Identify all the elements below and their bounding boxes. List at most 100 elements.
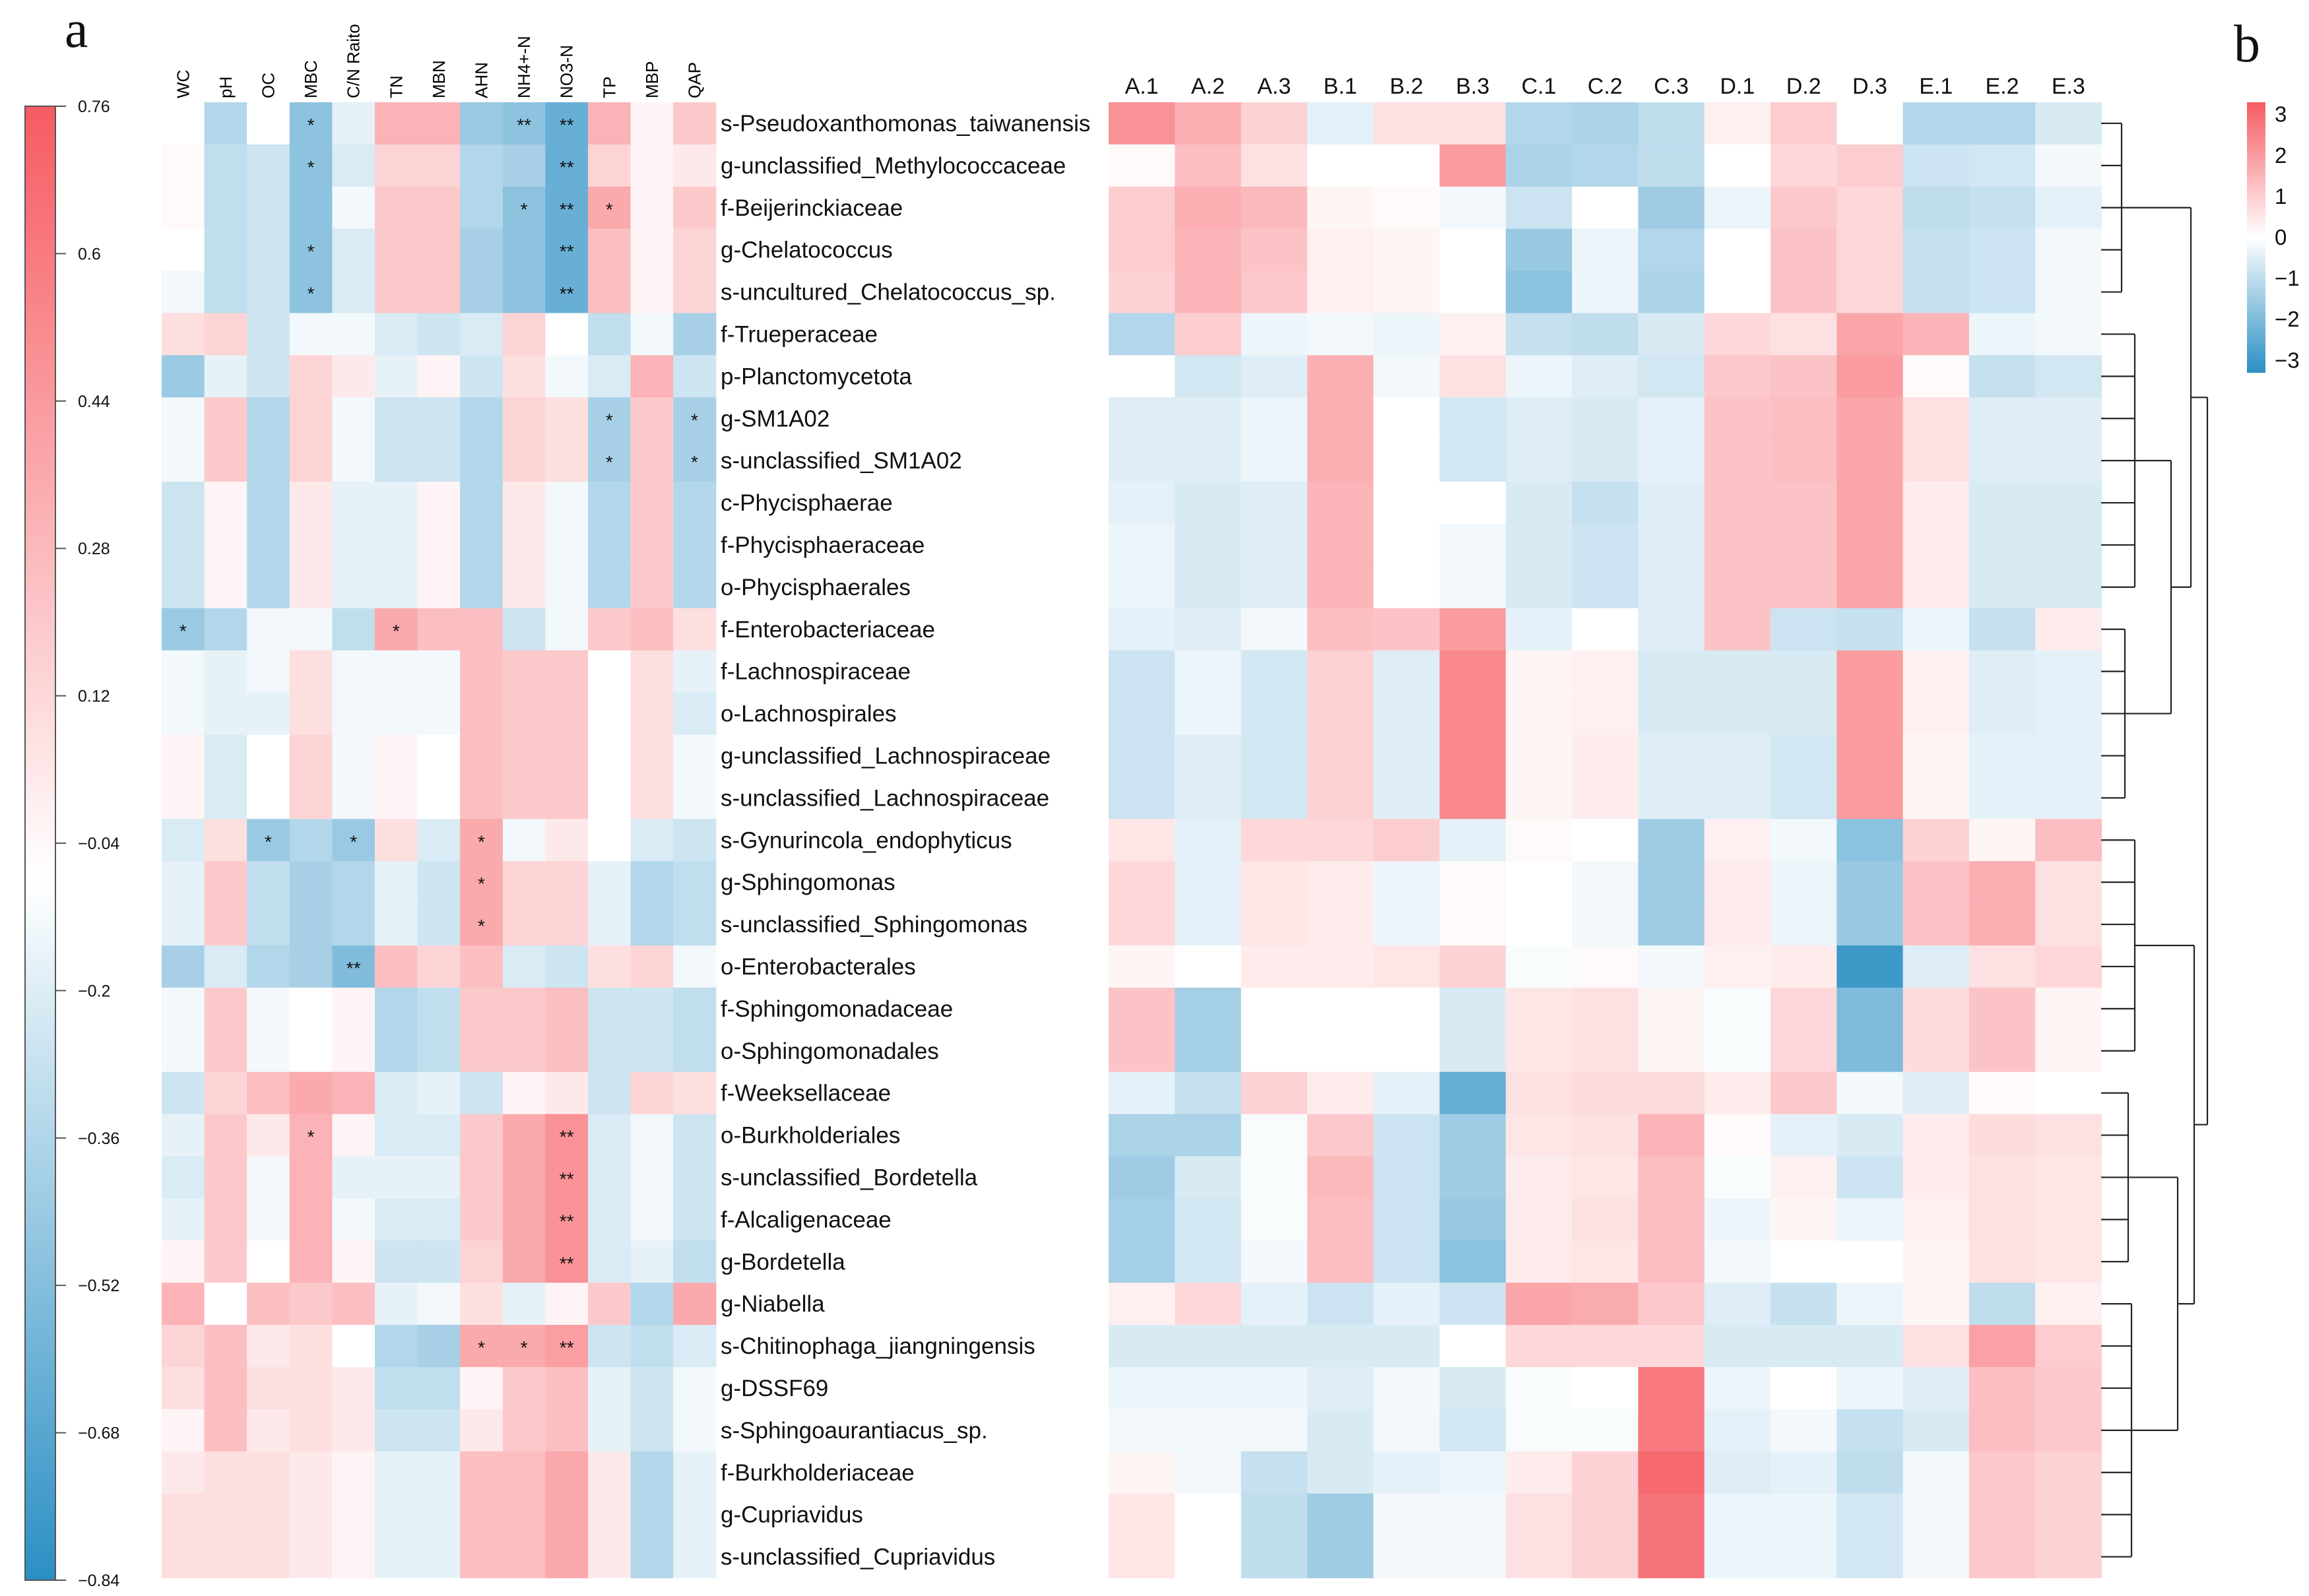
heatmap-a-cell xyxy=(332,397,375,440)
heatmap-a-cell xyxy=(289,565,333,609)
heatmap-a-cell xyxy=(502,355,546,398)
heatmap-a-cell xyxy=(332,144,375,187)
heatmap-b-cell xyxy=(1902,1535,1970,1579)
heatmap-a-cell xyxy=(162,903,205,946)
heatmap-a-cell xyxy=(673,1156,717,1199)
heatmap-b-cell xyxy=(1837,228,1904,272)
heatmap-a-cell xyxy=(588,987,632,1031)
significance-mark: ** xyxy=(560,1168,574,1189)
heatmap-b-cell xyxy=(1175,397,1242,440)
heatmap-b-cell xyxy=(1175,777,1242,819)
row-label: s-Sphingoaurantiacus_sp. xyxy=(721,1418,988,1444)
heatmap-a-cell xyxy=(417,186,461,230)
heatmap-b-cell xyxy=(1505,1409,1573,1452)
heatmap-b-cell xyxy=(1902,1198,1970,1241)
heatmap-b-cell xyxy=(1109,1198,1175,1241)
heatmap-b-cell xyxy=(1109,1451,1175,1494)
heatmap-a-cell xyxy=(502,819,546,862)
heatmap-a-cell xyxy=(162,777,205,819)
heatmap-b-cell xyxy=(1439,313,1507,356)
heatmap-b-cell xyxy=(1704,1283,1771,1325)
heatmap-a-cell xyxy=(204,1156,247,1199)
heatmap-b-cell xyxy=(1968,397,2036,440)
heatmap-b-cell xyxy=(1968,271,2036,314)
heatmap-a-cell xyxy=(417,1156,461,1199)
heatmap-a-cell xyxy=(162,1283,205,1325)
heatmap-b-cell xyxy=(1109,1493,1175,1537)
heatmap-b: A.1 A.2 A.3 B.1 B.2 B.3 C.1 C.2 C.3 D.1 D.2 D.3 E.1 E… xyxy=(1109,74,2102,1579)
heatmap-b-cell xyxy=(1241,397,1308,440)
heatmap-a-cell xyxy=(545,1071,589,1115)
heatmap-a-cell xyxy=(375,945,418,988)
column-label-b: C.1 xyxy=(1521,74,1556,99)
heatmap-b-cell xyxy=(1704,102,1771,145)
heatmap-a-cell xyxy=(630,1240,674,1283)
heatmap-a-cell xyxy=(545,608,589,651)
heatmap-b-cell xyxy=(1175,102,1242,145)
heatmap-b-cell xyxy=(1505,987,1573,1031)
heatmap-b-cell xyxy=(1771,1283,1837,1325)
heatmap-a-cell xyxy=(204,734,247,777)
row-label: g-unclassified_Methylococcaceae xyxy=(721,153,1066,179)
heatmap-a-cell xyxy=(502,861,546,904)
heatmap-b-cell xyxy=(1572,861,1639,904)
heatmap-b-cell xyxy=(1109,1156,1175,1199)
heatmap-a-cell xyxy=(588,1240,632,1283)
heatmap-a-cell xyxy=(502,945,546,988)
row-label: s-unclassified_SM1A02 xyxy=(721,448,962,474)
heatmap-b-cell xyxy=(1439,1029,1507,1073)
heatmap-b-cell xyxy=(1307,1409,1374,1452)
significance-mark: * xyxy=(606,452,613,472)
heatmap-a-cell xyxy=(502,1493,546,1537)
heatmap-b-cell xyxy=(1373,1114,1441,1157)
heatmap-a-cell xyxy=(247,1535,290,1579)
heatmap-b-cell xyxy=(1109,271,1175,314)
column-label-b: A.2 xyxy=(1191,74,1225,99)
heatmap-a-cell xyxy=(630,1493,674,1537)
heatmap-a-cell xyxy=(375,903,418,946)
row-label: g-Sphingomonas xyxy=(721,870,895,895)
heatmap-a-cell xyxy=(588,1409,632,1452)
heatmap-a-cell xyxy=(162,1325,205,1368)
heatmap-a-cell xyxy=(460,734,504,777)
heatmap-a-cell xyxy=(588,1451,632,1494)
heatmap-b-cell xyxy=(1175,1535,1242,1579)
heatmap-b-cell xyxy=(1373,565,1441,609)
heatmap-a-cell xyxy=(460,482,504,525)
heatmap-b-cell xyxy=(1373,650,1441,693)
heatmap-a-cell xyxy=(417,777,461,819)
heatmap-b-cell xyxy=(2035,734,2102,777)
heatmap-a-cell xyxy=(545,734,589,777)
heatmap-a-cell xyxy=(375,1114,418,1157)
heatmap-b-cell xyxy=(1704,144,1771,187)
row-label: f-Phycisphaeraceae xyxy=(721,532,925,558)
heatmap-b-cell xyxy=(1109,228,1175,272)
colorbar-a-tick-label: 0.76 xyxy=(78,98,110,116)
heatmap-b-cell xyxy=(1771,1493,1837,1537)
row-label: g-Cupriavidus xyxy=(721,1502,863,1528)
heatmap-a-cell xyxy=(332,861,375,904)
heatmap-a-cell xyxy=(247,1114,290,1157)
heatmap-a-cell xyxy=(630,102,674,145)
heatmap-a-cell xyxy=(630,439,674,482)
heatmap-a-cell xyxy=(460,1535,504,1579)
heatmap-a-cell xyxy=(247,650,290,693)
heatmap-a-cell xyxy=(630,313,674,356)
heatmap-b-cell xyxy=(1307,186,1374,230)
heatmap-a-cell xyxy=(162,102,205,145)
heatmap-b-cell xyxy=(1505,1367,1573,1410)
heatmap-a-cell xyxy=(375,355,418,398)
heatmap-a-cell xyxy=(375,1283,418,1325)
heatmap-b-cell xyxy=(1638,1114,1705,1157)
colorbar-b-tick-label: −3 xyxy=(2275,348,2300,372)
heatmap-a-cell xyxy=(417,565,461,609)
heatmap-b-cell xyxy=(1175,313,1242,356)
heatmap-b-cell xyxy=(1373,1029,1441,1073)
heatmap-b-cell xyxy=(1241,1493,1308,1537)
heatmap-b-cell xyxy=(1241,692,1308,736)
heatmap-a-cell xyxy=(332,186,375,230)
heatmap-a-cell xyxy=(417,1029,461,1073)
heatmap-b-cell xyxy=(1704,439,1771,482)
heatmap-a-cell xyxy=(502,1367,546,1410)
heatmap-a-cell xyxy=(332,1493,375,1537)
